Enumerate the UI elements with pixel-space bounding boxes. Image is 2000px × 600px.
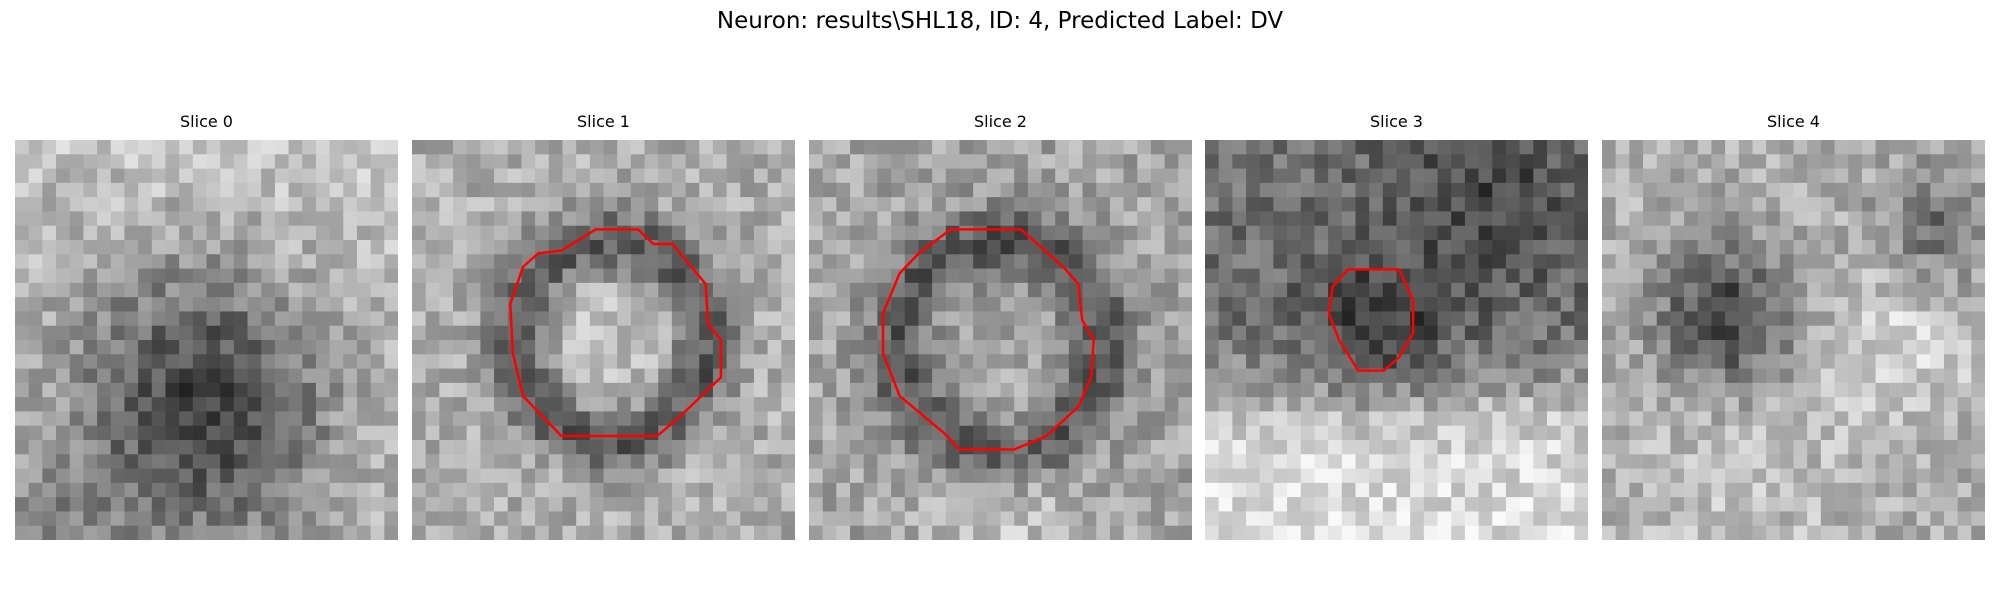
pixel-grid: [1205, 140, 1588, 540]
pixel-grid: [412, 140, 795, 540]
slice-title: Slice 2: [974, 112, 1027, 131]
roi-contour: [1329, 269, 1413, 370]
pixel-grid: [809, 140, 1192, 540]
roi-contour: [510, 229, 721, 436]
slice-image: [15, 140, 398, 540]
slice-image: [1205, 140, 1588, 540]
figure-title: Neuron: results\SHL18, ID: 4, Predicted …: [716, 8, 1284, 34]
slice-title: Slice 3: [1370, 112, 1423, 131]
slice-image: [412, 140, 795, 540]
pixel-grid: [1602, 140, 1985, 540]
slice-title: Slice 0: [180, 112, 233, 131]
slice-image: [1602, 140, 1985, 540]
slice-image: [809, 140, 1192, 540]
pixel-grid: [15, 140, 398, 540]
slice-title: Slice 1: [577, 112, 630, 131]
roi-contour: [883, 229, 1094, 449]
slice-title: Slice 4: [1767, 112, 1820, 131]
